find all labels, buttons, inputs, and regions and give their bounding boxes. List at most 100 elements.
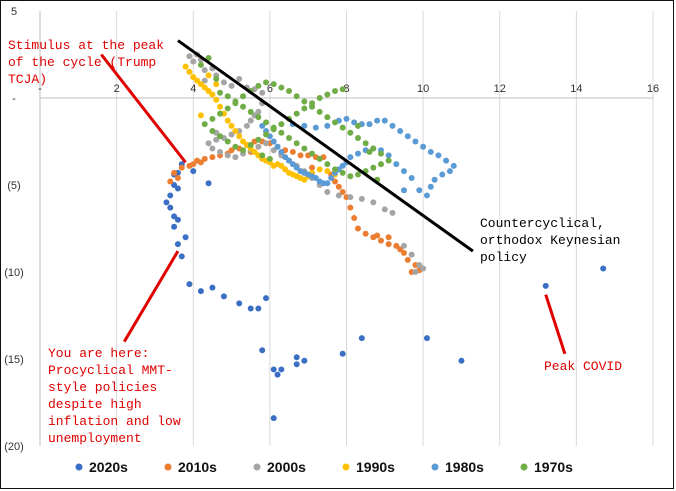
point-2020s bbox=[171, 213, 178, 220]
stimulus-line-1: Stimulus at the peak bbox=[8, 38, 164, 53]
point-1970s bbox=[217, 133, 224, 140]
point-1970s bbox=[270, 81, 277, 88]
point-2020s bbox=[270, 366, 277, 373]
point-1990s bbox=[316, 166, 323, 173]
point-2020s bbox=[358, 335, 365, 342]
legend-marker-1970s bbox=[520, 463, 528, 471]
point-1970s bbox=[366, 148, 373, 155]
point-2020s bbox=[186, 281, 193, 288]
point-2010s bbox=[351, 215, 358, 222]
point-1980s bbox=[431, 176, 438, 183]
here-line-6: unemployment bbox=[48, 431, 142, 446]
point-2010s bbox=[167, 178, 174, 185]
point-2020s bbox=[220, 293, 227, 300]
point-1990s bbox=[182, 63, 189, 70]
legend: 2020s 2010s 2000s 1990s 1980s 1970s bbox=[75, 459, 573, 475]
axes bbox=[39, 11, 653, 446]
point-2000s bbox=[335, 192, 342, 199]
point-1980s bbox=[400, 187, 407, 194]
point-1980s bbox=[351, 119, 358, 126]
point-2000s bbox=[255, 143, 262, 150]
point-2000s bbox=[381, 206, 388, 213]
point-1970s bbox=[332, 88, 339, 95]
legend-marker-2000s bbox=[253, 463, 261, 471]
point-1990s bbox=[301, 176, 308, 183]
point-1980s bbox=[423, 192, 430, 199]
point-2000s bbox=[243, 122, 250, 129]
point-1990s bbox=[213, 96, 220, 103]
point-1970s bbox=[301, 98, 308, 105]
point-1970s bbox=[278, 84, 285, 91]
point-2000s bbox=[263, 140, 270, 147]
stimulus-line-2: of the cycle (Trump bbox=[8, 55, 156, 70]
stimulus-line-3: TCJA) bbox=[8, 72, 47, 87]
point-1970s bbox=[354, 135, 361, 142]
keynesian-line-1: Countercyclical, bbox=[480, 216, 605, 231]
legend-label-1980s: 1980s bbox=[445, 459, 484, 475]
point-2010s bbox=[171, 169, 178, 176]
point-1980s bbox=[278, 148, 285, 155]
point-2010s bbox=[332, 178, 339, 185]
point-2020s bbox=[259, 347, 266, 354]
point-2000s bbox=[420, 265, 427, 272]
x-tick-label: 12 bbox=[494, 83, 506, 95]
point-2000s bbox=[412, 269, 419, 275]
annotation-arrows bbox=[100, 53, 567, 355]
point-1970s bbox=[347, 129, 354, 136]
here-line-1: You are here: bbox=[48, 346, 149, 361]
point-2010s bbox=[397, 246, 404, 253]
point-2020s bbox=[270, 415, 277, 422]
point-1990s bbox=[236, 133, 243, 140]
point-1970s bbox=[324, 91, 331, 98]
point-1990s bbox=[186, 68, 193, 75]
point-1980s bbox=[274, 143, 281, 150]
data-points bbox=[163, 51, 607, 422]
point-2020s bbox=[600, 265, 607, 272]
point-1990s bbox=[194, 77, 201, 84]
here-line-4: despite high bbox=[48, 397, 142, 412]
point-2010s bbox=[297, 152, 304, 159]
point-1980s bbox=[439, 171, 446, 178]
point-2020s bbox=[339, 350, 346, 357]
point-1990s bbox=[213, 81, 220, 88]
x-tick-label: 2 bbox=[114, 83, 120, 95]
y-tick-label: (10) bbox=[4, 267, 24, 279]
point-1970s bbox=[370, 145, 377, 152]
point-1970s bbox=[232, 100, 239, 107]
point-1990s bbox=[282, 166, 289, 173]
point-1970s bbox=[255, 82, 262, 89]
point-1980s bbox=[385, 152, 392, 159]
point-1980s bbox=[389, 122, 396, 129]
point-1980s bbox=[404, 133, 411, 140]
point-2000s bbox=[389, 209, 396, 216]
x-tick-label: 8 bbox=[343, 83, 349, 95]
point-1970s bbox=[347, 173, 354, 180]
legend-label-1970s: 1970s bbox=[534, 459, 573, 475]
point-1980s bbox=[397, 128, 404, 135]
point-2020s bbox=[171, 223, 178, 230]
point-2000s bbox=[408, 251, 415, 258]
point-1970s bbox=[332, 166, 339, 173]
point-1970s bbox=[278, 121, 285, 128]
point-1990s bbox=[228, 122, 235, 129]
point-2010s bbox=[374, 232, 381, 239]
point-2000s bbox=[201, 67, 208, 74]
point-2000s bbox=[236, 75, 243, 82]
point-2010s bbox=[201, 155, 208, 162]
point-1970s bbox=[247, 108, 254, 115]
point-1970s bbox=[324, 114, 331, 121]
point-1980s bbox=[328, 175, 335, 182]
point-2010s bbox=[362, 230, 369, 237]
point-1970s bbox=[240, 103, 247, 110]
point-1970s bbox=[316, 108, 323, 115]
point-1970s bbox=[332, 119, 339, 126]
point-2010s bbox=[339, 188, 346, 195]
point-1980s bbox=[393, 161, 400, 168]
point-1980s bbox=[366, 121, 373, 128]
point-1980s bbox=[312, 124, 319, 131]
point-1970s bbox=[286, 88, 293, 95]
legend-marker-1990s bbox=[342, 463, 350, 471]
annotations: Stimulus at the peak of the cycle (Trump… bbox=[8, 38, 622, 446]
point-1970s bbox=[370, 164, 377, 171]
